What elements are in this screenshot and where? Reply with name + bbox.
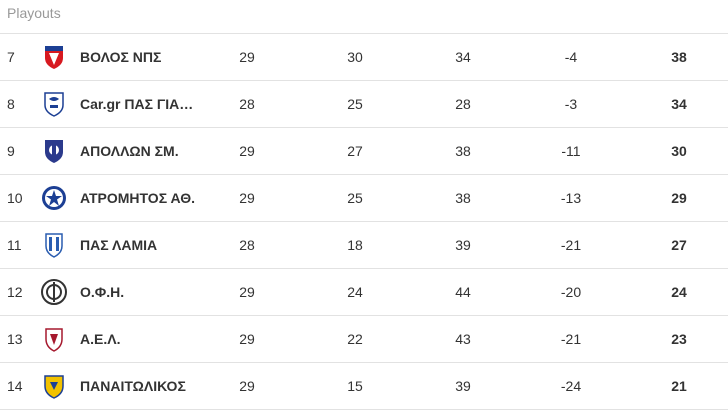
points-cell: 24 — [671, 284, 687, 300]
team-name[interactable]: Ο.Φ.Η. — [80, 284, 125, 300]
stat-cell: 15 — [347, 378, 363, 394]
points-cell: 30 — [671, 143, 687, 159]
goal-diff-cell: -24 — [560, 378, 582, 394]
points-cell: 21 — [671, 378, 687, 394]
team-name[interactable]: Car.gr ΠΑΣ ΓΙΑ… — [80, 96, 194, 112]
stat-cell: 38 — [455, 190, 471, 206]
played-cell: 29 — [239, 378, 255, 394]
goal-diff-cell: -20 — [560, 284, 582, 300]
table-row[interactable]: 14 ΠΑΝΑΙΤΩΛΙΚΟΣ 29 15 39 -24 21 — [0, 363, 728, 410]
stat-cell: 28 — [455, 96, 471, 112]
position-cell: 13 — [7, 331, 23, 347]
position-cell: 12 — [7, 284, 23, 300]
section-title: Playouts — [0, 0, 728, 34]
stat-cell: 38 — [455, 143, 471, 159]
points-cell: 29 — [671, 190, 687, 206]
table-row[interactable]: 10 ΑΤΡΟΜΗΤΟΣ ΑΘ. 29 25 38 -13 29 — [0, 175, 728, 222]
team-name[interactable]: ΑΤΡΟΜΗΤΟΣ ΑΘ. — [80, 190, 195, 206]
stat-cell: 24 — [347, 284, 363, 300]
team-name[interactable]: ΠΑΝΑΙΤΩΛΙΚΟΣ — [80, 378, 186, 394]
position-cell: 9 — [7, 143, 15, 159]
stat-cell: 22 — [347, 331, 363, 347]
goal-diff-cell: -3 — [564, 96, 578, 112]
table-row[interactable]: 12 Ο.Φ.Η. 29 24 44 -20 24 — [0, 269, 728, 316]
stat-cell: 18 — [347, 237, 363, 253]
points-cell: 38 — [671, 49, 687, 65]
played-cell: 29 — [239, 331, 255, 347]
goal-diff-cell: -21 — [560, 237, 582, 253]
table-row[interactable]: 8 Car.gr ΠΑΣ ΓΙΑ… 28 25 28 -3 34 — [0, 81, 728, 128]
position-cell: 10 — [7, 190, 23, 206]
panetolikos-crest-icon[interactable] — [40, 372, 68, 400]
played-cell: 28 — [239, 237, 255, 253]
pas-giannina-crest-icon[interactable] — [40, 90, 68, 118]
volos-crest-icon[interactable] — [40, 43, 68, 71]
played-cell: 28 — [239, 96, 255, 112]
goal-diff-cell: -13 — [560, 190, 582, 206]
standings-table: 7 ΒΟΛΟΣ ΝΠΣ 29 30 34 -4 38 8 Car.gr ΠΑΣ … — [0, 34, 728, 410]
apollon-crest-icon[interactable] — [40, 137, 68, 165]
goal-diff-cell: -4 — [564, 49, 578, 65]
position-cell: 14 — [7, 378, 23, 394]
played-cell: 29 — [239, 143, 255, 159]
goal-diff-cell: -21 — [560, 331, 582, 347]
atromitos-star-icon[interactable] — [40, 184, 68, 212]
goal-diff-cell: -11 — [561, 143, 581, 159]
table-row[interactable]: 9 ΑΠΟΛΛΩΝ ΣΜ. 29 27 38 -11 30 — [0, 128, 728, 175]
played-cell: 29 — [239, 190, 255, 206]
points-cell: 23 — [671, 331, 687, 347]
stat-cell: 43 — [455, 331, 471, 347]
team-name[interactable]: ΠΑΣ ΛΑΜΙΑ — [80, 237, 158, 253]
points-cell: 34 — [671, 96, 687, 112]
stat-cell: 39 — [455, 378, 471, 394]
position-cell: 8 — [7, 96, 15, 112]
ael-crest-icon[interactable] — [40, 325, 68, 353]
stat-cell: 30 — [347, 49, 363, 65]
table-row[interactable]: 11 ΠΑΣ ΛΑΜΙΑ 28 18 39 -21 27 — [0, 222, 728, 269]
stat-cell: 39 — [455, 237, 471, 253]
team-name[interactable]: ΒΟΛΟΣ ΝΠΣ — [80, 49, 162, 65]
points-cell: 27 — [671, 237, 687, 253]
stat-cell: 27 — [347, 143, 363, 159]
played-cell: 29 — [239, 284, 255, 300]
position-cell: 11 — [7, 237, 22, 253]
stat-cell: 34 — [455, 49, 471, 65]
ofi-crest-icon[interactable] — [40, 278, 68, 306]
stat-cell: 25 — [347, 96, 363, 112]
table-row[interactable]: 13 Α.Ε.Λ. 29 22 43 -21 23 — [0, 316, 728, 363]
position-cell: 7 — [7, 49, 15, 65]
played-cell: 29 — [239, 49, 255, 65]
stat-cell: 44 — [455, 284, 471, 300]
team-name[interactable]: ΑΠΟΛΛΩΝ ΣΜ. — [80, 143, 179, 159]
team-name[interactable]: Α.Ε.Λ. — [80, 331, 121, 347]
table-row[interactable]: 7 ΒΟΛΟΣ ΝΠΣ 29 30 34 -4 38 — [0, 34, 728, 81]
lamia-crest-icon[interactable] — [40, 231, 68, 259]
stat-cell: 25 — [347, 190, 363, 206]
